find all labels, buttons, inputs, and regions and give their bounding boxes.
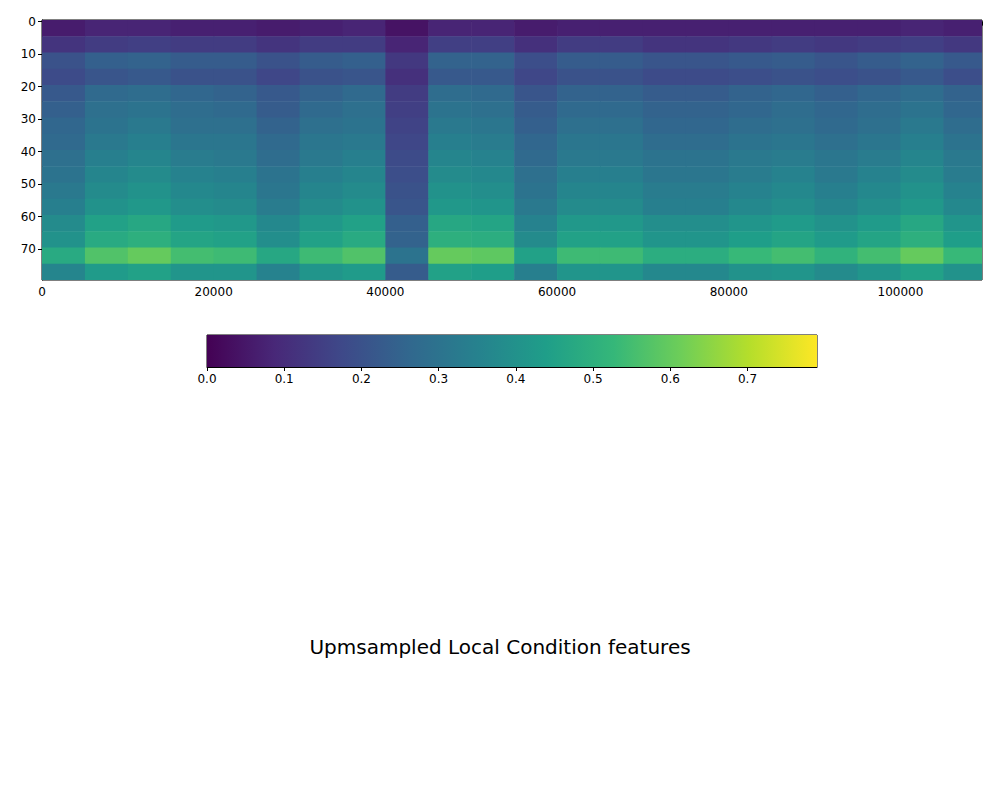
svg-text:40000: 40000 — [366, 285, 404, 299]
svg-text:50: 50 — [21, 177, 36, 191]
svg-text:20000: 20000 — [195, 285, 233, 299]
svg-text:80000: 80000 — [710, 285, 748, 299]
svg-text:60000: 60000 — [538, 285, 576, 299]
svg-text:0.7: 0.7 — [738, 372, 757, 386]
svg-text:0: 0 — [28, 15, 36, 29]
svg-text:0.4: 0.4 — [506, 372, 525, 386]
svg-text:30: 30 — [21, 112, 36, 126]
svg-text:40: 40 — [21, 145, 36, 159]
svg-text:10: 10 — [21, 47, 36, 61]
svg-text:70: 70 — [21, 242, 36, 256]
svg-text:100000: 100000 — [878, 285, 924, 299]
svg-text:0.1: 0.1 — [275, 372, 294, 386]
svg-text:60: 60 — [21, 210, 36, 224]
svg-text:0.6: 0.6 — [661, 372, 680, 386]
svg-text:0.0: 0.0 — [197, 372, 216, 386]
svg-text:0.5: 0.5 — [584, 372, 603, 386]
svg-text:20: 20 — [21, 80, 36, 94]
svg-text:0: 0 — [38, 285, 46, 299]
svg-text:0.2: 0.2 — [352, 372, 371, 386]
svg-text:0.3: 0.3 — [429, 372, 448, 386]
svg-text:Upmsampled Local Condition fea: Upmsampled Local Condition features — [309, 635, 690, 659]
